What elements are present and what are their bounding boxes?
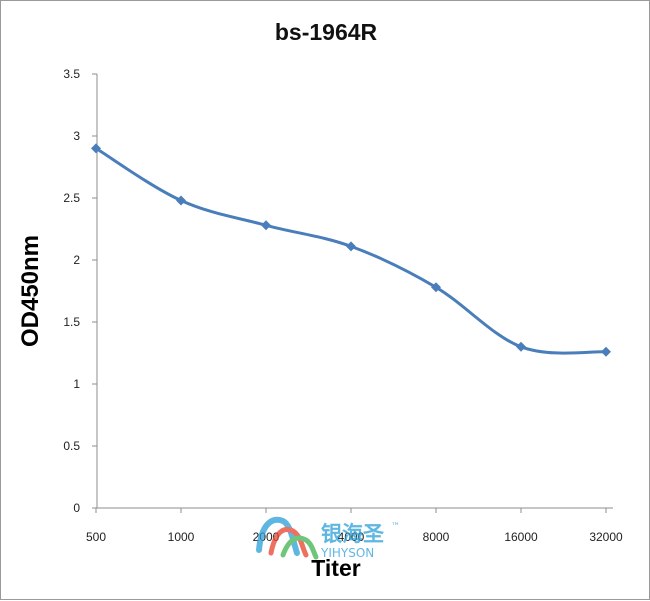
x-tick-labels: 500 1000 2000 4000 8000 16000 32000: [86, 508, 623, 544]
yihyson-logo-icon: [256, 516, 319, 560]
x-tick-label: 4000: [338, 530, 365, 544]
x-tick-label: 500: [86, 530, 106, 544]
data-point-marker: [431, 282, 441, 293]
data-point-marker: [261, 220, 271, 231]
y-tick-label: 0: [73, 501, 80, 515]
data-point-marker: [346, 241, 356, 252]
y-tick-label: 1: [73, 377, 80, 391]
y-tick-label: 0.5: [63, 439, 80, 453]
watermark-name-cn: 银海圣: [321, 522, 385, 546]
y-tick-label: 1.5: [63, 315, 80, 329]
axes: [96, 74, 613, 509]
data-point-marker: [516, 341, 526, 352]
x-tick-label: 1000: [168, 530, 195, 544]
x-tick-label: 8000: [423, 530, 450, 544]
data-point-marker: [176, 195, 186, 206]
y-tick-label: 3.5: [63, 67, 80, 81]
chart-title: bs-1964R: [274, 19, 378, 45]
watermark-tm: ™: [391, 522, 400, 532]
y-tick-label: 3: [73, 129, 80, 143]
watermark-name-en: YIHYSON: [320, 546, 374, 560]
y-tick-label: 2: [73, 253, 80, 267]
data-point-marker: [91, 143, 101, 154]
x-tick-label: 32000: [589, 530, 623, 544]
data-point-marker: [601, 346, 611, 357]
y-tick-label: 2.5: [63, 191, 80, 205]
x-axis-label: Titer: [311, 555, 361, 581]
series-markers: [91, 143, 611, 357]
x-tick-label: 16000: [504, 530, 538, 544]
watermark: 银海圣 ™ YIHYSON: [256, 516, 400, 560]
y-tick-labels: 0 0.5 1 1.5 2 2.5 3 3.5: [63, 67, 97, 515]
